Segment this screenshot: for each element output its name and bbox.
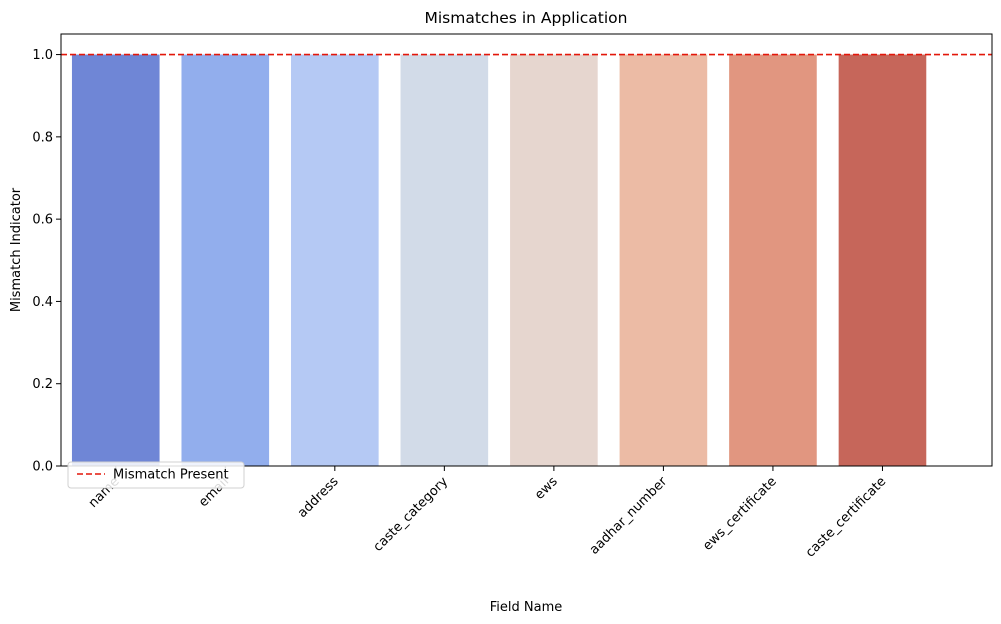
legend-label: Mismatch Present xyxy=(113,468,229,483)
legend: Mismatch Present xyxy=(67,461,245,489)
bars-group xyxy=(71,54,927,466)
x-tick-label-caste_certificate: caste_certificate xyxy=(803,474,889,560)
bar-ews xyxy=(510,54,598,466)
y-tick-label: 0.0 xyxy=(32,460,53,475)
bar-address xyxy=(291,54,379,466)
x-axis-title: Field Name xyxy=(490,600,563,615)
y-axis-title: Mismatch Indicator xyxy=(9,187,24,312)
bar-caste_category xyxy=(400,54,489,466)
chart-title: Mismatches in Application xyxy=(425,9,628,27)
bar-email xyxy=(181,54,270,466)
x-tick-label-aadhar_number: aadhar_number xyxy=(587,474,671,558)
x-tick-label-address: address xyxy=(295,474,342,521)
y-tick-label: 0.2 xyxy=(32,377,53,392)
y-tick-label: 1.0 xyxy=(32,48,53,63)
y-tick-label: 0.8 xyxy=(32,130,53,145)
x-tick-label-caste_category: caste_category xyxy=(371,474,452,555)
bar-aadhar_number xyxy=(619,54,708,466)
x-tick-label-ews_certificate: ews_certificate xyxy=(700,474,780,554)
bar-caste_certificate xyxy=(838,54,927,466)
x-tick-label-ews: ews xyxy=(532,474,561,503)
y-tick-label: 0.6 xyxy=(32,213,53,228)
bar-name xyxy=(71,54,160,466)
legend-box xyxy=(67,461,245,489)
y-axis: 0.0 0.2 0.4 0.6 0.8 1.0 xyxy=(32,48,61,475)
plot-frame xyxy=(60,33,993,467)
y-tick-label: 0.4 xyxy=(32,295,53,310)
bar-ews_certificate xyxy=(729,54,817,466)
